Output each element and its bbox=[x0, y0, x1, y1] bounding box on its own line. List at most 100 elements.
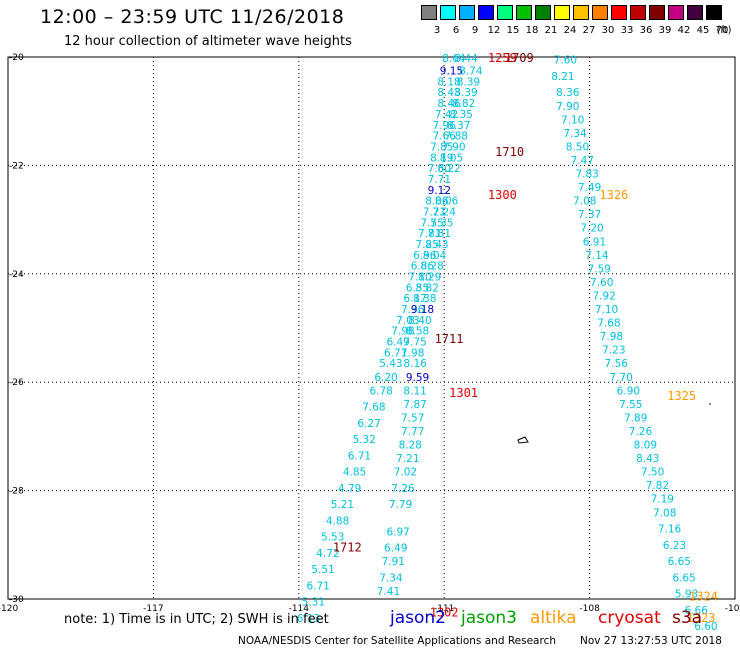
scale-label: 12 bbox=[487, 25, 501, 36]
scale-label: 27 bbox=[582, 25, 596, 36]
wave-height-value: 6.17 bbox=[403, 293, 426, 305]
wave-height-value: 7.79 bbox=[389, 499, 412, 511]
wave-height-value: 7.70 bbox=[609, 372, 632, 384]
scale-swatch bbox=[478, 5, 494, 20]
wave-height-value: 7.55 bbox=[420, 217, 443, 229]
lon-tick-label: -105 bbox=[725, 604, 740, 614]
wave-height-value: 7.81 bbox=[428, 228, 451, 240]
satellite-jason3: jason3 bbox=[461, 608, 517, 628]
wave-height-value: 8.39 bbox=[454, 87, 477, 99]
island-outline bbox=[517, 436, 529, 444]
wave-height-value: 7.91 bbox=[382, 556, 405, 568]
island-dot bbox=[709, 403, 711, 405]
map-title: 12:00 – 23:59 UTC 11/26/2018 bbox=[40, 6, 345, 28]
wave-height-value: 8.43 bbox=[437, 87, 460, 99]
wave-height-value: 8.58 bbox=[406, 326, 429, 338]
wave-height-value: 7.34 bbox=[379, 572, 403, 584]
wave-height-value: 7.03 bbox=[396, 315, 419, 327]
wave-height-value: 7.56 bbox=[605, 358, 629, 370]
wave-height-value: 6.71 bbox=[306, 580, 329, 592]
scale-label: 21 bbox=[544, 25, 558, 36]
wave-height-value: 8.43 bbox=[636, 453, 659, 465]
wave-height-value: 7.25 bbox=[416, 239, 439, 251]
pass-time-label: 1323 bbox=[687, 611, 716, 625]
wave-height-value: 7.55 bbox=[619, 399, 642, 411]
wave-height-value: 6.91 bbox=[583, 236, 606, 248]
wave-height-value: 8.06 bbox=[425, 196, 449, 208]
wave-height-value: 6.65 bbox=[668, 556, 691, 568]
wave-height-value: 8.06 bbox=[435, 196, 459, 208]
generated-timestamp: Nov 27 13:27:53 UTC 2018 bbox=[580, 635, 722, 647]
wave-height-value: 7.26 bbox=[391, 483, 415, 495]
lat-tick-label: -24 bbox=[9, 270, 24, 280]
scale-swatch bbox=[649, 5, 665, 20]
wave-height-value: 8.09 bbox=[634, 440, 657, 452]
wave-height-value: 7.10 bbox=[408, 272, 431, 284]
scale-label: 45 bbox=[696, 25, 710, 36]
wave-height-value: 7.34 bbox=[563, 128, 587, 140]
wave-height-value: 7.16 bbox=[658, 524, 682, 536]
wave-height-value: 7.59 bbox=[588, 263, 611, 275]
wave-height-value: 7.21 bbox=[396, 453, 419, 465]
footer-note: note: 1) Time is in UTC; 2) SWH is in fe… bbox=[64, 612, 329, 627]
wave-height-value: 4.88 bbox=[326, 515, 349, 527]
scale-label: 6 bbox=[452, 25, 460, 36]
wave-height-value: 8.64 bbox=[442, 53, 466, 65]
wave-height-value: 7.98 bbox=[391, 326, 414, 338]
wave-height-value: 8.82 bbox=[416, 282, 439, 294]
wave-height-value: 7.68 bbox=[362, 402, 385, 414]
scale-label: 15 bbox=[506, 25, 520, 36]
scale-swatch bbox=[516, 5, 532, 20]
wave-height-value: 6.20 bbox=[374, 372, 397, 384]
wave-height-value: 9.15 bbox=[440, 66, 463, 78]
wave-height-value: 4.72 bbox=[316, 548, 339, 560]
wave-height-value: 7.89 bbox=[624, 412, 647, 424]
scale-label: 42 bbox=[677, 25, 691, 36]
wave-height-value: 7.83 bbox=[575, 169, 598, 181]
wave-height-value: 7.87 bbox=[403, 399, 426, 411]
map-frame bbox=[7, 56, 736, 600]
pass-time-label: 1326 bbox=[599, 188, 628, 202]
wave-height-value: 6.71 bbox=[348, 450, 371, 462]
wave-height-value: 7.23 bbox=[602, 345, 625, 357]
wave-height-value: 8.29 bbox=[418, 272, 441, 284]
lat-tick-label: -20 bbox=[9, 53, 24, 63]
scale-swatch bbox=[440, 5, 456, 20]
lon-tick-label: -111 bbox=[434, 604, 454, 614]
wave-height-value: 7.60 bbox=[428, 163, 451, 175]
pass-time-label: 1710 bbox=[495, 145, 524, 159]
scale-swatch bbox=[687, 5, 703, 20]
wave-height-value: 6.23 bbox=[663, 540, 686, 552]
scale-label: 3 bbox=[433, 25, 441, 36]
map-subtitle: 12 hour collection of altimeter wave hei… bbox=[64, 34, 352, 49]
wave-height-value: 8.74 bbox=[459, 66, 483, 78]
wave-height-value: 8.18 bbox=[437, 76, 460, 88]
wave-height-value: 7.14 bbox=[585, 250, 609, 262]
wave-height-value: 8.21 bbox=[551, 71, 574, 83]
pass-time-label: 1301 bbox=[449, 386, 478, 400]
wave-height-value: 8.11 bbox=[403, 385, 426, 397]
wave-height-value: 8.36 bbox=[556, 87, 580, 99]
scale-swatch bbox=[535, 5, 551, 20]
wave-height-value: 7.90 bbox=[556, 101, 579, 113]
wave-height-value: 5.53 bbox=[321, 532, 344, 544]
wave-height-value: 7.90 bbox=[442, 141, 465, 153]
wave-height-value: 6.60 bbox=[694, 621, 717, 633]
scale-swatch bbox=[421, 5, 437, 20]
wave-height-value: 8.38 bbox=[413, 293, 436, 305]
wave-height-value: 4.85 bbox=[343, 467, 366, 479]
wave-height-value: 6.86 bbox=[411, 261, 435, 273]
scale-swatch bbox=[668, 5, 684, 20]
wave-height-value: 7.47 bbox=[571, 155, 594, 167]
wave-height-value: 6.97 bbox=[386, 526, 409, 538]
wave-height-value: 6.49 bbox=[386, 337, 409, 349]
scale-label: 24 bbox=[563, 25, 577, 36]
wave-height-value: 7.08 bbox=[573, 196, 596, 208]
satellite-cryosat: cryosat bbox=[598, 608, 661, 628]
wave-height-value: 6.66 bbox=[685, 605, 709, 617]
wave-height-value: 7.60 bbox=[554, 55, 577, 67]
wave-height-value: 9.12 bbox=[428, 185, 451, 197]
wave-height-value: 4.79 bbox=[338, 483, 361, 495]
wave-height-value: 7.36 bbox=[401, 304, 425, 316]
wave-height-value: 8.04 bbox=[423, 250, 447, 262]
